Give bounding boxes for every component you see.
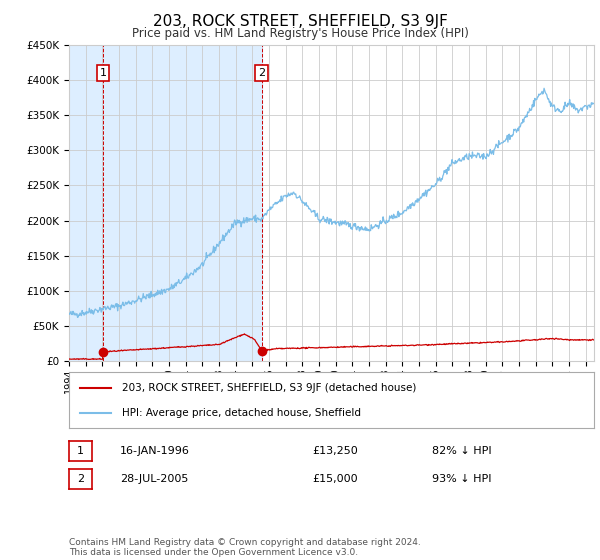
Text: 1: 1 bbox=[77, 446, 84, 456]
Text: 203, ROCK STREET, SHEFFIELD, S3 9JF (detached house): 203, ROCK STREET, SHEFFIELD, S3 9JF (det… bbox=[121, 383, 416, 393]
Text: 28-JUL-2005: 28-JUL-2005 bbox=[120, 474, 188, 484]
Text: Price paid vs. HM Land Registry's House Price Index (HPI): Price paid vs. HM Land Registry's House … bbox=[131, 27, 469, 40]
Text: 203, ROCK STREET, SHEFFIELD, S3 9JF: 203, ROCK STREET, SHEFFIELD, S3 9JF bbox=[152, 14, 448, 29]
Text: HPI: Average price, detached house, Sheffield: HPI: Average price, detached house, Shef… bbox=[121, 408, 361, 418]
Text: 93% ↓ HPI: 93% ↓ HPI bbox=[432, 474, 491, 484]
Text: 2: 2 bbox=[258, 68, 265, 78]
Bar bbox=[69, 45, 262, 361]
Text: 16-JAN-1996: 16-JAN-1996 bbox=[120, 446, 190, 456]
Text: 2: 2 bbox=[77, 474, 84, 484]
Text: 82% ↓ HPI: 82% ↓ HPI bbox=[432, 446, 491, 456]
Text: 1: 1 bbox=[100, 68, 107, 78]
Text: £13,250: £13,250 bbox=[312, 446, 358, 456]
Text: £15,000: £15,000 bbox=[312, 474, 358, 484]
Text: Contains HM Land Registry data © Crown copyright and database right 2024.
This d: Contains HM Land Registry data © Crown c… bbox=[69, 538, 421, 557]
